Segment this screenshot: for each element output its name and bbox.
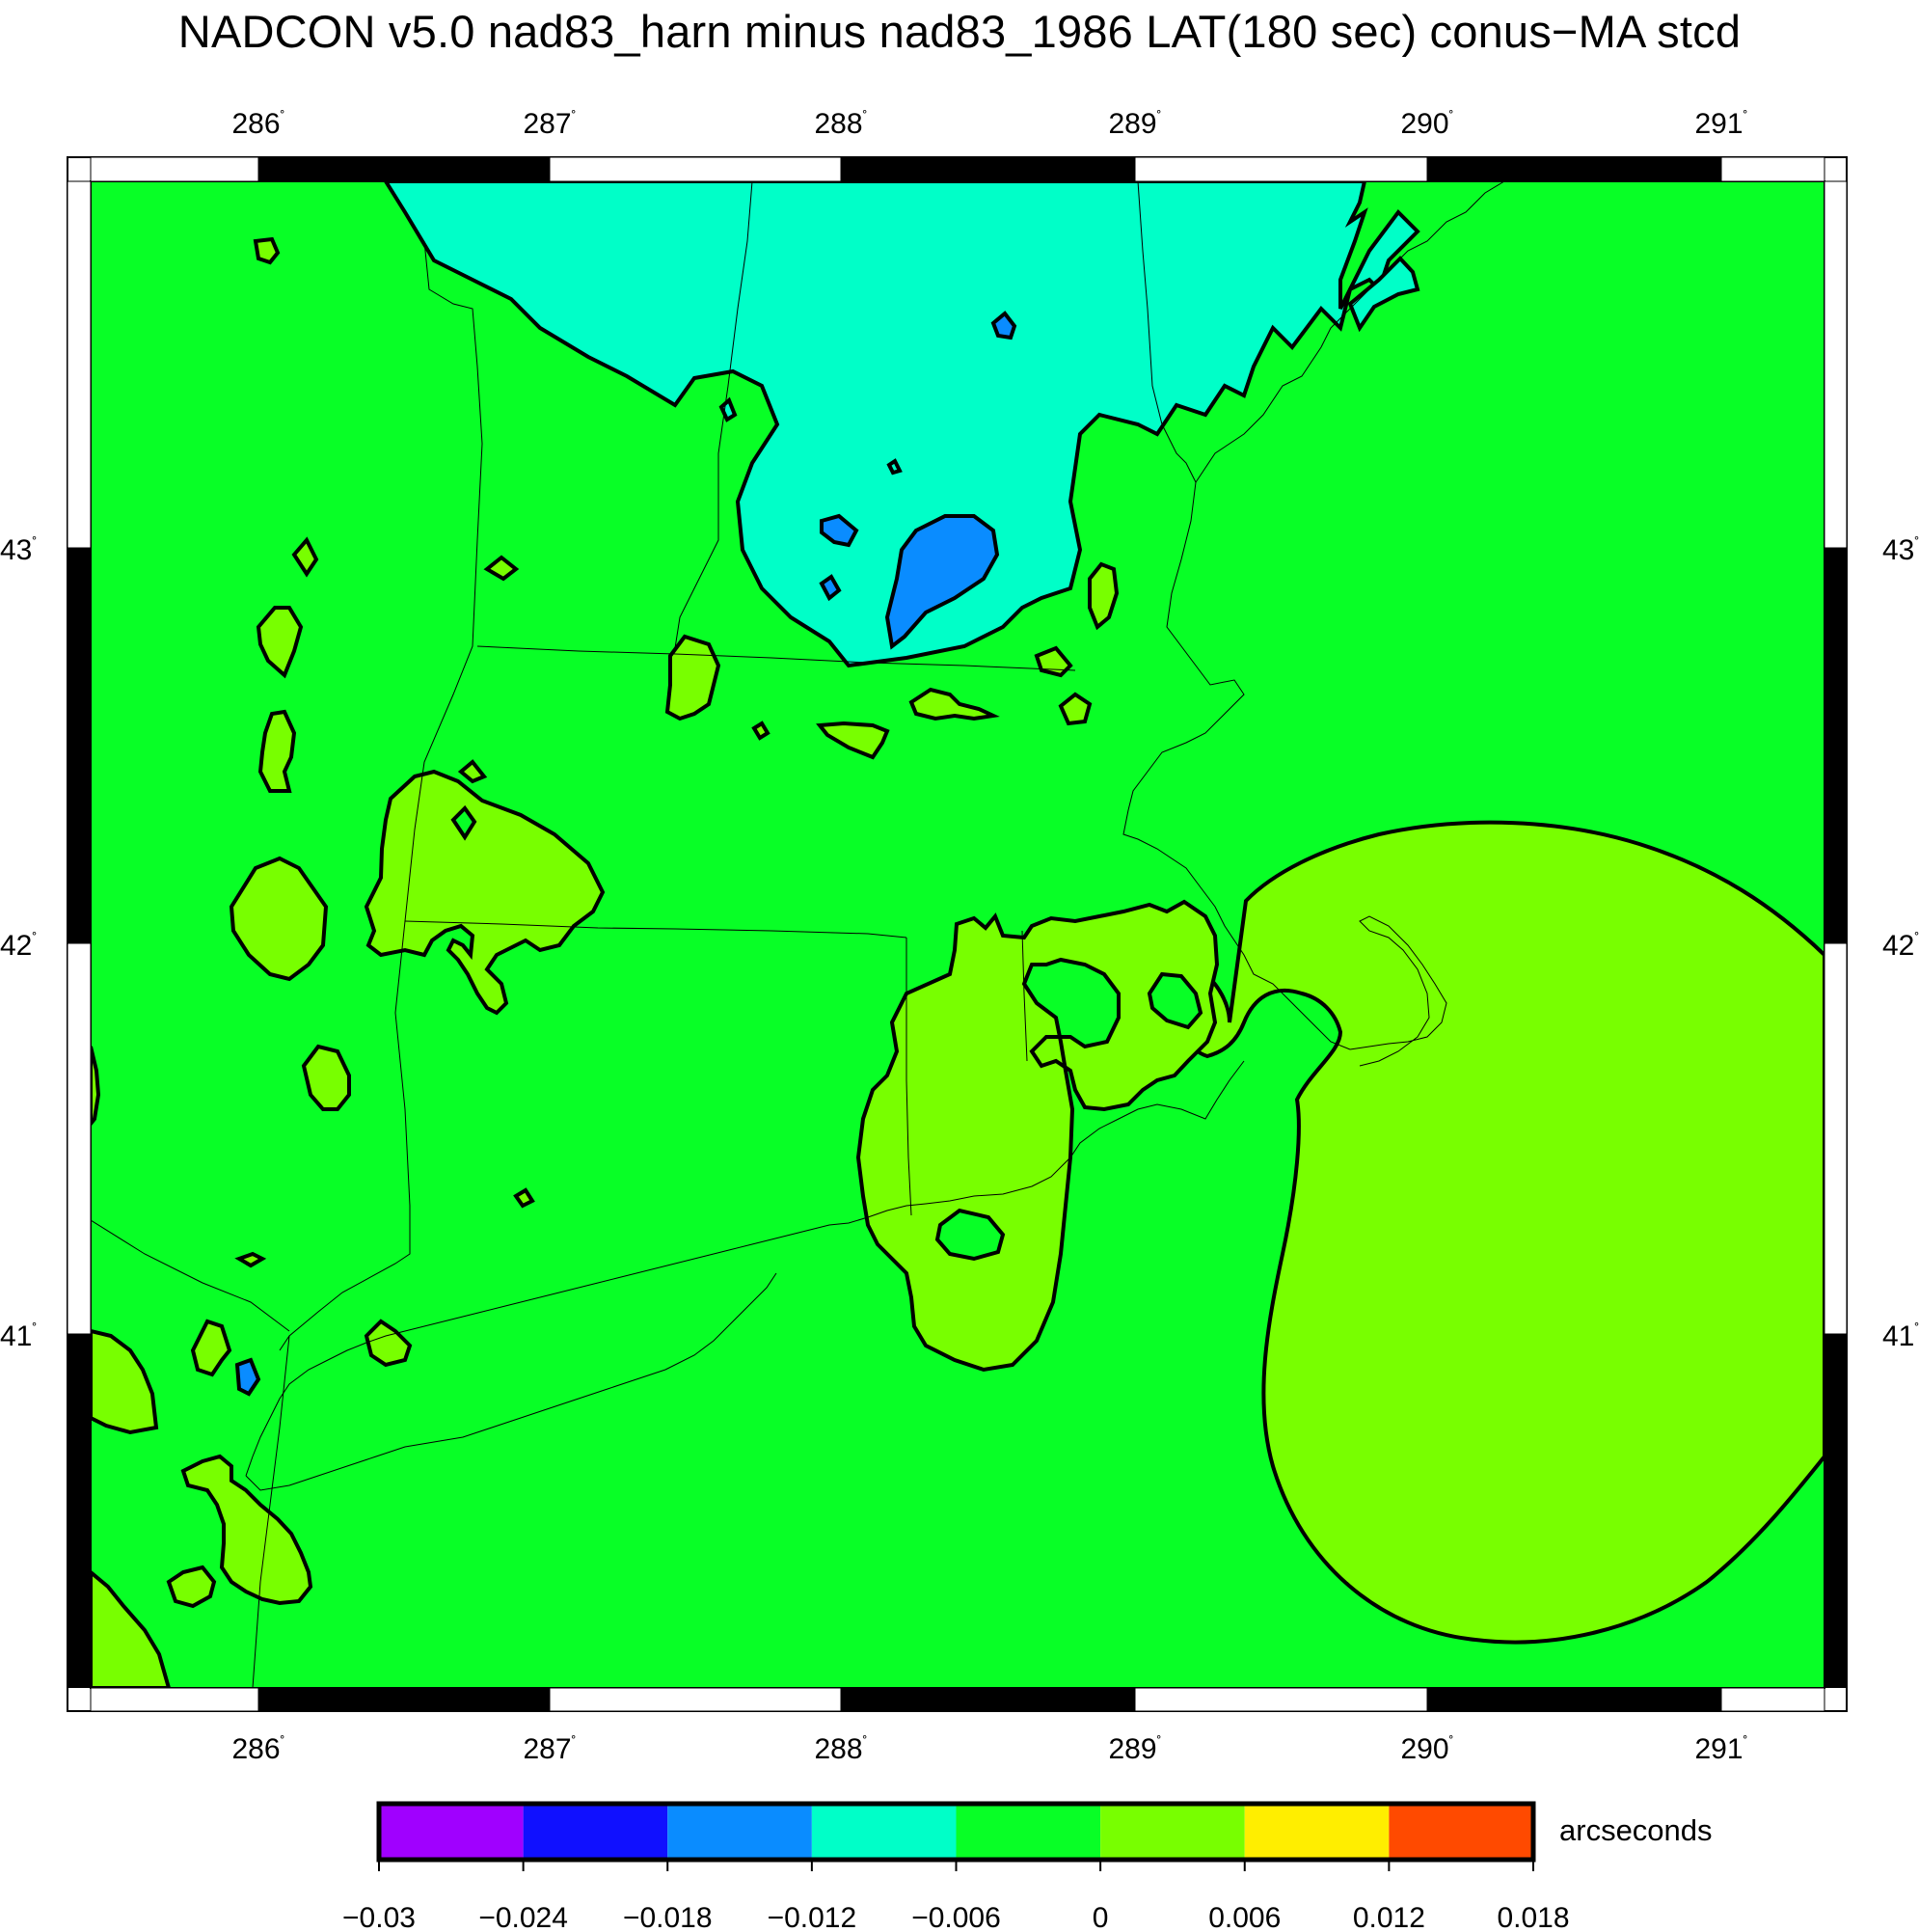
lon-ticks-bottom: 286˚ 287˚ 288˚ 289˚ 290˚ 291˚ <box>231 1733 1747 1765</box>
strong-negative-anomaly-small <box>820 513 859 548</box>
lon-tick-label: 286˚ <box>231 1733 284 1765</box>
colorbar-tick-label: −0.03 <box>342 1902 416 1932</box>
colorbar-unit-label: arcseconds <box>1559 1813 1713 1847</box>
lon-tick-label: 290˚ <box>1400 1733 1453 1765</box>
lon-tick-label: 287˚ <box>523 1733 576 1765</box>
positive-anomaly-small-5 <box>664 634 721 721</box>
lat-ticks-right: 43˚ 42˚ 41˚ <box>1882 534 1919 1352</box>
small-contour-ring <box>483 555 520 582</box>
colorbar-tick-label: −0.006 <box>911 1902 1001 1932</box>
coastline-and-borders <box>91 181 1505 1688</box>
lat-tick-label: 41˚ <box>1882 1320 1919 1352</box>
colorbar-segment <box>667 1804 812 1860</box>
colorbar-tick-label: 0.006 <box>1208 1902 1281 1932</box>
state-border <box>1137 181 1197 483</box>
lat-tick-label: 43˚ <box>0 534 37 566</box>
coastline <box>245 1272 777 1491</box>
lon-tick-label: 291˚ <box>1694 1733 1747 1765</box>
positive-anomaly-small-13 <box>166 1565 217 1609</box>
positive-anomaly-small-3 <box>256 606 304 679</box>
colorbar: −0.03 −0.024 −0.018 −0.012 −0.006 0 0.006 0.012… <box>342 1801 1570 1932</box>
strong-negative-anomaly-north <box>990 311 1017 340</box>
lat-ticks-left: 43˚ 42˚ 41˚ <box>0 534 37 1352</box>
small-contour-ring <box>234 1251 267 1268</box>
small-contour-ring <box>291 536 319 578</box>
small-contour-ring <box>886 458 903 476</box>
lat-tick-label: 43˚ <box>1882 534 1919 566</box>
positive-anomaly-region-east <box>1172 820 1824 1645</box>
strong-negative-anomaly-dot <box>819 574 842 602</box>
coastline <box>1122 481 1351 1050</box>
positive-anomaly-west-edge-2 <box>91 1569 172 1688</box>
positive-anomaly-small-7 <box>816 721 890 760</box>
colorbar-segment <box>811 1804 957 1860</box>
map-title: NADCON v5.0 nad83_harn minus nad83_1986 … <box>177 6 1742 57</box>
frame-bars <box>67 156 1848 1712</box>
state-border <box>476 645 1076 671</box>
lat-tick-label: 42˚ <box>0 930 37 962</box>
strong-negative-anomaly-main <box>884 514 1000 650</box>
state-border <box>252 1335 290 1688</box>
lon-tick-label: 288˚ <box>814 108 867 140</box>
lat-tick-label: 41˚ <box>0 1320 37 1352</box>
inner-contour-ri <box>934 1208 1006 1262</box>
colorbar-tick-label: 0.012 <box>1353 1902 1425 1932</box>
small-contour-ring <box>253 236 281 265</box>
positive-anomaly-berkshire <box>364 769 606 1016</box>
colorbar-tick-label: 0.018 <box>1497 1902 1569 1932</box>
coastline <box>1349 915 1447 1067</box>
positive-anomaly-west-edge-1 <box>91 1328 159 1435</box>
positive-anomaly-nyc <box>180 1454 313 1606</box>
map-plot-area <box>91 181 1824 1688</box>
colorbar-tick-label: 0 <box>1093 1902 1109 1932</box>
small-contour-ring <box>718 396 738 422</box>
colorbar-segment <box>523 1804 668 1860</box>
colorbar-tick-label: −0.024 <box>478 1902 568 1932</box>
positive-anomaly-small-8 <box>1058 692 1093 726</box>
lon-tick-label: 290˚ <box>1400 108 1453 140</box>
state-border <box>404 920 907 939</box>
colorbar-tick-label: −0.012 <box>768 1902 857 1932</box>
lon-tick-label: 288˚ <box>814 1733 867 1765</box>
lon-tick-label: 287˚ <box>523 108 576 140</box>
colorbar-segment <box>1244 1804 1390 1860</box>
lon-tick-label: 289˚ <box>1108 108 1161 140</box>
state-border <box>905 938 912 1216</box>
state-border <box>279 240 483 1351</box>
negative-anomaly-region <box>383 181 1420 668</box>
small-contour-ring <box>457 759 488 784</box>
state-border <box>91 1219 290 1332</box>
positive-anomaly-small-12 <box>364 1319 413 1368</box>
positive-anomaly-small-2 <box>301 1044 351 1111</box>
lon-ticks-top: 286˚ 287˚ 288˚ 289˚ 290˚ 291˚ <box>231 108 1747 140</box>
positive-anomaly-west-edge-3 <box>91 1046 101 1128</box>
blue-spot-west <box>234 1357 261 1397</box>
coastline <box>245 1060 1245 1477</box>
coastline <box>1195 181 1505 483</box>
colorbar-segment <box>379 1804 524 1860</box>
small-contour-ring <box>751 721 770 741</box>
colorbar-segment <box>1100 1804 1245 1860</box>
lat-tick-label: 42˚ <box>1882 930 1919 962</box>
colorbar-tick-label: −0.018 <box>623 1902 713 1932</box>
colorbar-segment <box>1389 1804 1533 1860</box>
positive-anomaly-small-10 <box>1088 561 1120 631</box>
positive-anomaly-small-6 <box>908 687 1000 721</box>
lon-tick-label: 289˚ <box>1108 1733 1161 1765</box>
positive-anomaly-small-11 <box>190 1319 232 1377</box>
state-border <box>1021 930 1028 1062</box>
colorbar-segment <box>956 1804 1101 1860</box>
small-contour-ring <box>513 1187 535 1209</box>
positive-anomaly-small-4 <box>257 709 297 793</box>
positive-anomaly-small-1 <box>229 856 329 982</box>
inner-contour-ma <box>1147 971 1203 1030</box>
lon-tick-label: 286˚ <box>231 108 284 140</box>
small-contour-ring <box>450 804 477 841</box>
state-border <box>674 181 753 649</box>
lon-tick-label: 291˚ <box>1694 108 1747 140</box>
